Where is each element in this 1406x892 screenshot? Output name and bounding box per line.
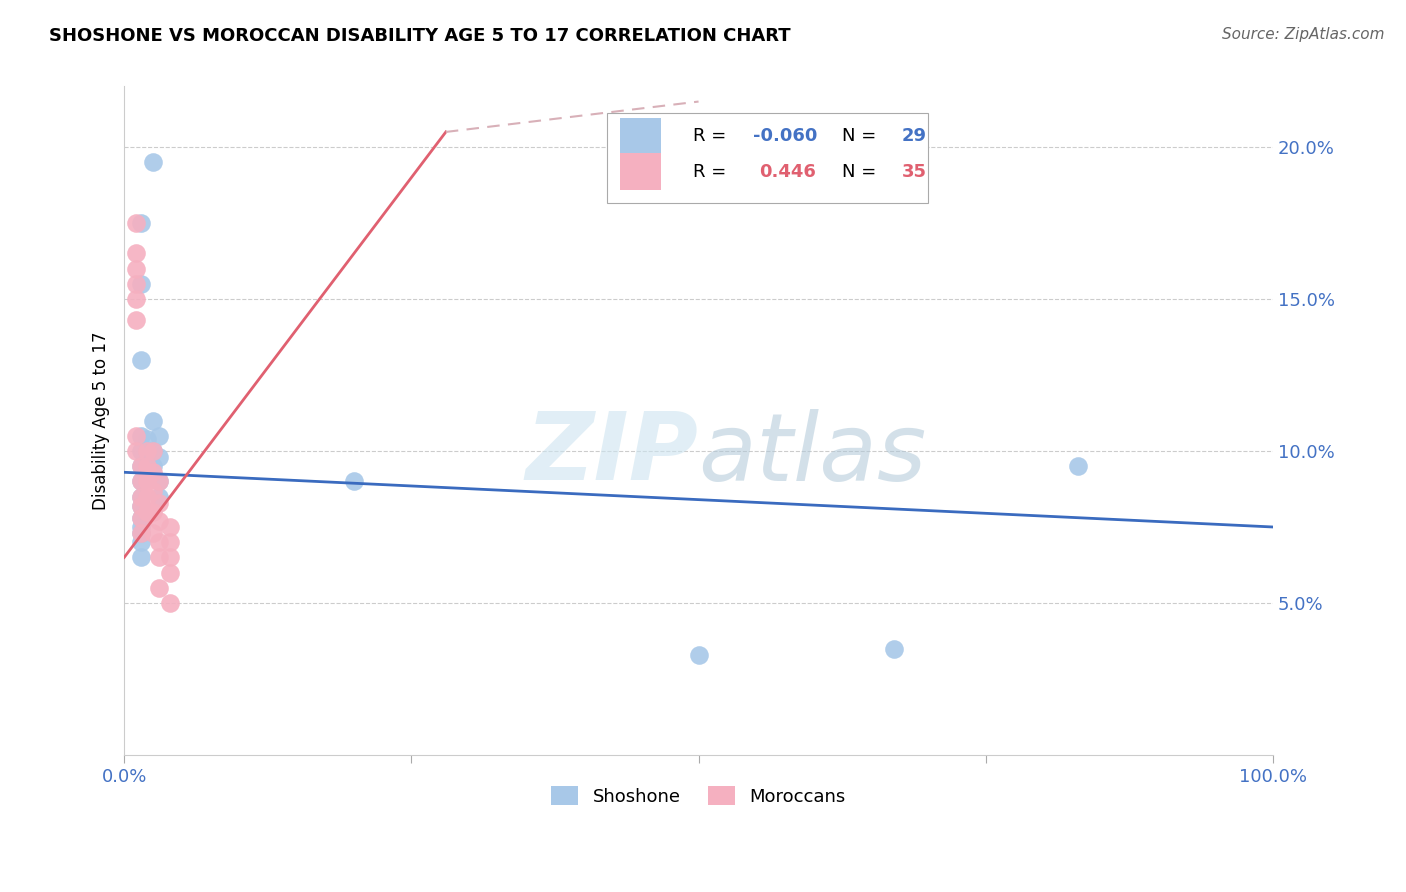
Text: Source: ZipAtlas.com: Source: ZipAtlas.com [1222,27,1385,42]
Point [148,496,170,510]
Point [131,475,153,489]
Point [136,459,159,474]
Bar [606,113,928,203]
Point [148,475,170,489]
Point [131,526,153,541]
Point [142,526,165,541]
Point [131,444,153,458]
Text: N =: N = [842,162,882,180]
Point [159,596,181,610]
Point [125,292,148,306]
Point [148,581,170,595]
Legend: Shoshone, Moroccans: Shoshone, Moroccans [544,779,853,813]
Point [131,459,153,474]
Point [1066,459,1088,474]
Point [142,459,165,474]
Point [131,475,153,489]
Point [688,648,710,662]
Point [159,566,181,580]
Point [142,444,165,458]
Point [131,216,153,230]
Point [148,490,170,504]
Y-axis label: Disability Age 5 to 17: Disability Age 5 to 17 [93,332,110,510]
Point [148,550,170,565]
Point [125,216,148,230]
Point [125,429,148,443]
Point [136,432,159,446]
Point [125,261,148,276]
Point [125,246,148,260]
Point [142,505,165,519]
Bar [620,118,661,154]
Point [136,475,159,489]
Point [131,511,153,525]
Point [142,465,165,479]
Point [142,155,165,169]
Text: N =: N = [842,128,882,145]
Point [159,520,181,534]
Point [159,550,181,565]
Point [125,444,148,458]
Point [131,459,153,474]
Point [148,475,170,489]
Point [136,505,159,519]
Point [131,499,153,513]
Point [131,535,153,549]
Point [131,490,153,504]
Point [148,429,170,443]
Point [131,429,153,443]
Text: ZIP: ZIP [526,408,699,500]
Bar [620,153,661,190]
Point [148,514,170,528]
Text: 0.446: 0.446 [759,162,817,180]
Text: R =: R = [693,162,738,180]
Text: 29: 29 [901,128,927,145]
Point [136,444,159,458]
Point [131,520,153,534]
Point [125,277,148,291]
Point [136,444,159,458]
Text: 35: 35 [901,162,927,180]
Point [159,535,181,549]
Point [148,450,170,464]
Point [142,414,165,428]
Point [131,550,153,565]
Point [131,499,153,513]
Point [148,535,170,549]
Point [136,471,159,485]
Point [125,313,148,327]
Point [343,475,366,489]
Text: atlas: atlas [699,409,927,500]
Point [142,483,165,498]
Point [142,444,165,458]
Point [883,641,905,656]
Point [131,277,153,291]
Point [131,511,153,525]
Point [131,526,153,541]
Text: -0.060: -0.060 [752,128,817,145]
Point [136,490,159,504]
Text: SHOSHONE VS MOROCCAN DISABILITY AGE 5 TO 17 CORRELATION CHART: SHOSHONE VS MOROCCAN DISABILITY AGE 5 TO… [49,27,790,45]
Point [131,490,153,504]
Point [131,352,153,367]
Text: R =: R = [693,128,731,145]
